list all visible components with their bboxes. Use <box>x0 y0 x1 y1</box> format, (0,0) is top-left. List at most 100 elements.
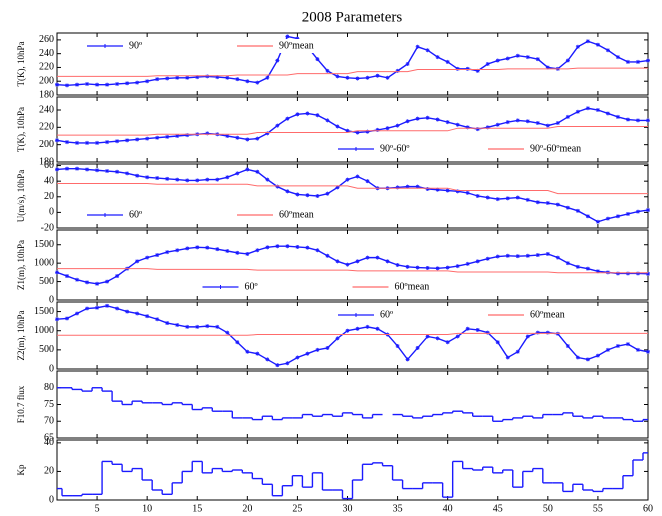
y-tick-label: 180 <box>39 89 54 100</box>
data-marker <box>595 108 600 112</box>
data-marker <box>105 82 110 87</box>
data-marker <box>55 138 59 143</box>
data-marker <box>125 309 130 314</box>
data-marker <box>75 311 80 316</box>
data-marker <box>115 169 120 174</box>
data-marker <box>425 265 430 270</box>
y-tick-label: 220 <box>39 122 54 133</box>
data-marker <box>65 274 70 279</box>
data-marker <box>405 119 410 124</box>
data-marker <box>535 121 540 125</box>
data-marker <box>585 39 590 44</box>
data-marker <box>315 248 320 253</box>
plot-frame <box>56 370 649 439</box>
data-marker <box>285 116 290 121</box>
data-marker <box>445 188 450 193</box>
x-tick-label: 15 <box>192 503 202 514</box>
data-marker <box>545 330 550 335</box>
data-marker <box>605 48 610 53</box>
data-marker <box>625 271 630 276</box>
data-marker <box>545 251 550 256</box>
y-tick-label: 500 <box>39 276 54 287</box>
data-marker <box>145 79 150 84</box>
data-marker <box>605 216 610 221</box>
y-tick-label: 240 <box>39 104 54 115</box>
data-marker <box>395 344 400 349</box>
y-tick-label: 0 <box>49 494 54 505</box>
data-marker <box>515 53 520 58</box>
data-marker <box>415 184 420 189</box>
data-marker <box>385 126 390 131</box>
data-marker <box>275 184 280 189</box>
data-marker <box>615 114 620 119</box>
data-marker <box>195 324 200 329</box>
series-line <box>57 268 648 274</box>
legend-marker <box>218 285 223 289</box>
data-marker <box>455 122 460 127</box>
data-marker <box>646 208 650 213</box>
data-marker <box>605 111 610 116</box>
data-marker <box>105 140 110 145</box>
x-tick-label: 55 <box>593 503 603 514</box>
data-marker <box>95 305 100 310</box>
data-marker <box>255 136 260 141</box>
series-line <box>57 183 648 195</box>
data-marker <box>345 128 350 133</box>
x-tick-label: 5 <box>95 503 100 514</box>
data-marker <box>625 59 630 64</box>
data-marker <box>245 349 250 354</box>
data-marker <box>325 191 330 196</box>
y-tick-label: 240 <box>39 48 54 59</box>
data-marker <box>625 117 630 122</box>
data-marker <box>465 125 470 130</box>
data-marker <box>535 57 540 62</box>
data-marker <box>65 166 70 171</box>
data-marker <box>295 36 300 41</box>
data-marker <box>345 262 350 267</box>
data-marker <box>165 134 170 139</box>
data-marker <box>395 185 400 190</box>
data-marker <box>175 248 180 253</box>
data-marker <box>265 131 270 136</box>
data-marker <box>355 259 360 264</box>
data-marker <box>295 244 300 249</box>
data-marker <box>245 79 250 84</box>
data-marker <box>245 167 250 172</box>
x-tick-label: 10 <box>142 503 152 514</box>
y-tick-label: 0 <box>49 207 54 218</box>
data-marker <box>325 118 330 123</box>
legend-label: 90º-60ºmean <box>530 143 581 154</box>
data-marker <box>415 265 420 270</box>
data-marker <box>545 65 550 70</box>
y-axis-label: T(K), 10hPa <box>16 107 26 152</box>
data-marker <box>195 178 200 183</box>
x-tick-label: 20 <box>242 503 252 514</box>
y-tick-label: 65 <box>44 432 54 443</box>
data-marker <box>585 357 590 362</box>
data-marker <box>175 134 180 138</box>
data-marker <box>205 324 210 329</box>
data-marker <box>405 357 410 362</box>
data-marker <box>395 123 400 128</box>
data-marker <box>445 120 450 125</box>
data-marker <box>285 34 290 39</box>
data-marker <box>265 245 270 250</box>
data-marker <box>75 166 80 171</box>
data-marker <box>475 68 480 73</box>
data-marker <box>225 175 230 180</box>
data-marker <box>375 73 380 78</box>
data-marker <box>255 169 260 174</box>
data-marker <box>555 121 560 125</box>
data-marker <box>495 254 500 259</box>
data-marker <box>445 59 450 64</box>
data-marker <box>305 193 310 198</box>
data-marker <box>505 120 510 125</box>
data-marker <box>265 177 270 182</box>
data-marker <box>575 264 580 269</box>
y-tick-label: 20 <box>44 191 54 202</box>
legend-box <box>198 280 499 294</box>
y-tick-label: 40 <box>44 175 54 186</box>
y-tick-label: 1500 <box>34 306 54 317</box>
data-marker <box>495 122 500 127</box>
